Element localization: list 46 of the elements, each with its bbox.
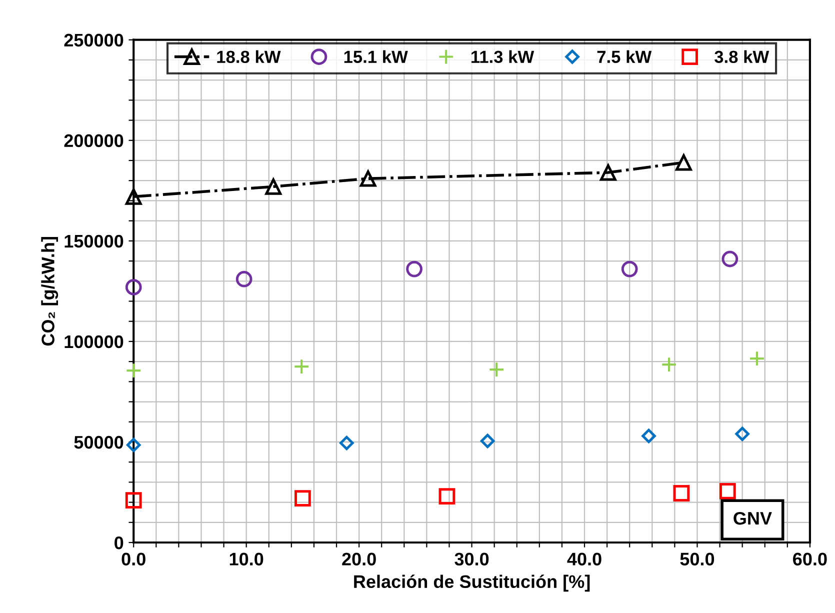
point [265,178,282,195]
point [621,260,638,278]
point [126,438,141,452]
y-tick-label: 200000 [64,134,124,148]
x-tick-label: 30.0 [454,552,489,566]
y-tick-label: 150000 [64,234,124,248]
x-axis-title: Relación de Sustitución [%] [354,574,590,592]
x-tick-label: 60.0 [793,552,827,566]
point [126,362,142,379]
point [125,492,142,508]
point [719,483,736,500]
point [748,350,765,367]
legend-label: 3.8 kW [714,50,770,64]
y-axis-title: CO₂ [g/kW.h] [41,237,58,346]
annotation: GNV [734,512,772,525]
point [340,436,354,450]
point [236,270,252,288]
point [125,278,142,296]
point [294,490,311,506]
point [125,188,142,205]
point [642,428,656,444]
x-tick-label: 40.0 [567,552,602,566]
x-tick-label: 20.0 [342,552,376,566]
point [480,434,495,448]
y-tick-label: 0 [114,536,124,550]
point [673,485,690,502]
point [406,260,422,278]
point [488,362,505,378]
point [722,250,738,268]
legend-label: 15.1 kW [344,50,408,64]
point [600,164,616,181]
y-tick-label: 100000 [64,335,124,348]
y-tick-label: 50000 [74,436,124,449]
x-tick-label: 0.0 [122,552,146,566]
point [294,358,310,375]
legend-label: 11.3 kW [472,50,534,64]
point [661,356,678,373]
y-tick-label: 250000 [64,34,124,47]
point [676,154,692,171]
legend-label: 18.8 kW [217,50,281,64]
x-tick-label: 10.0 [230,552,264,566]
point [438,488,456,504]
x-tick-label: 50.0 [680,552,714,566]
point [735,426,750,442]
legend-label: 7.5 kW [597,50,652,64]
point [360,170,376,187]
